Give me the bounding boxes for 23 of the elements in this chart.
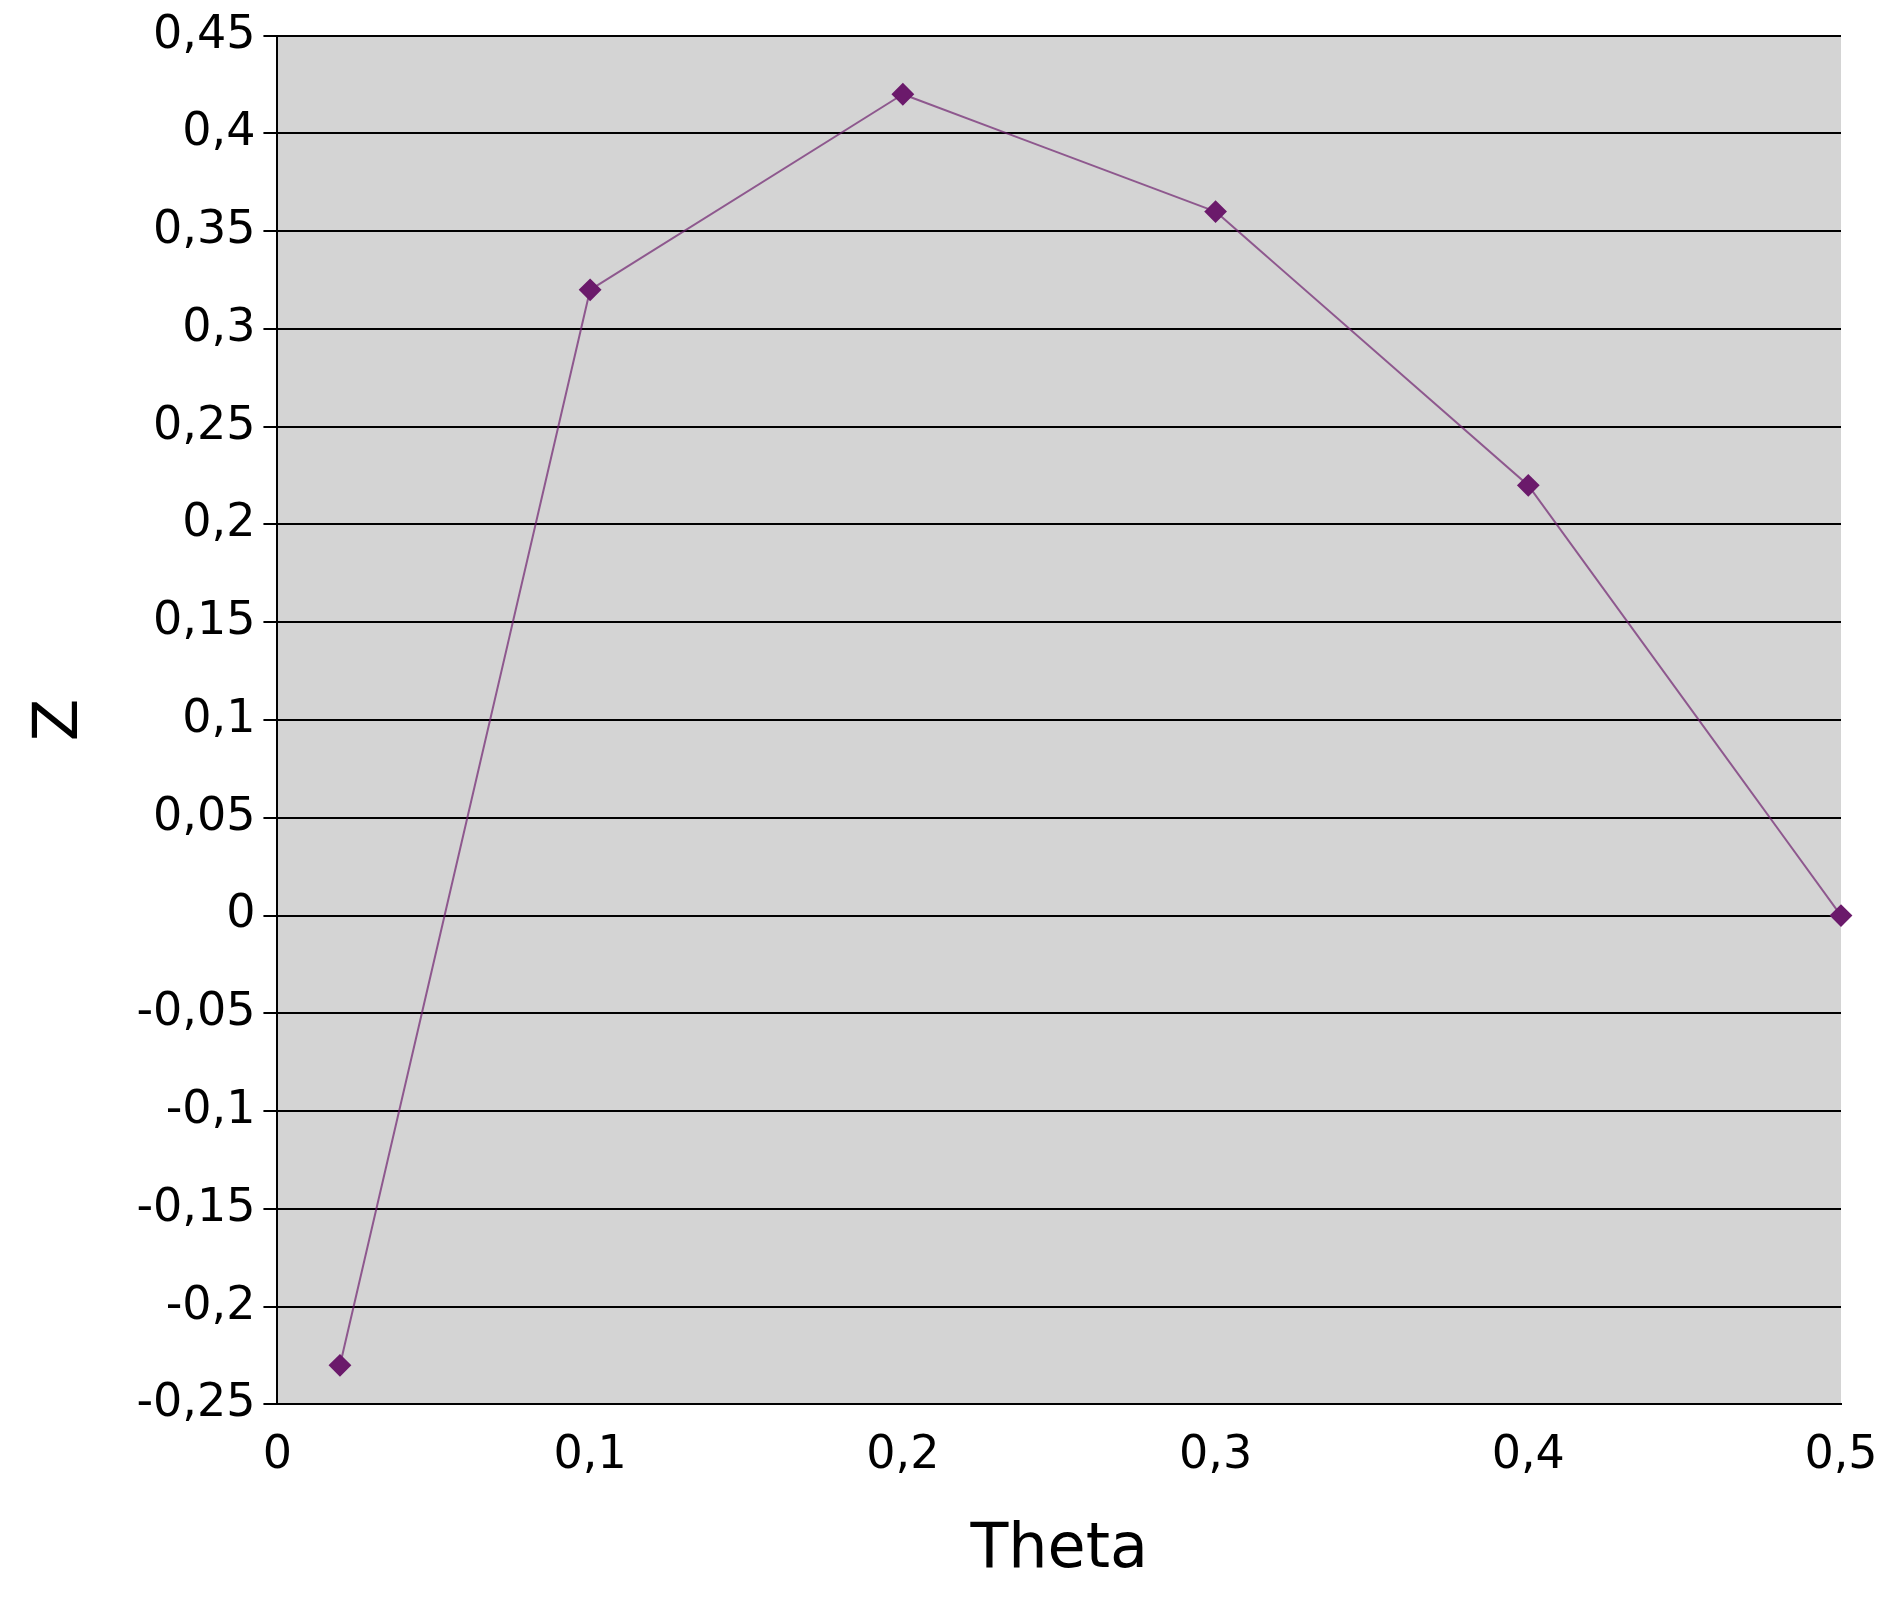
- x-tick-label: 0: [262, 1424, 293, 1479]
- y-tick-label: 0,05: [153, 786, 256, 841]
- y-tick-label: 0,35: [153, 200, 256, 255]
- y-tick-label: 0: [226, 884, 256, 939]
- x-tick-label: 0,5: [1804, 1424, 1878, 1479]
- x-tick-label: 0,1: [553, 1424, 627, 1479]
- y-tick-label: 0,15: [153, 591, 256, 646]
- x-tick-label: 0,2: [866, 1424, 940, 1479]
- y-tick-label: 0,3: [182, 297, 256, 352]
- y-tick-label: -0,1: [165, 1080, 256, 1135]
- y-tick-label: 0,2: [182, 493, 256, 548]
- y-axis-title: Z: [19, 698, 93, 742]
- y-tick-label: -0,2: [165, 1275, 256, 1330]
- y-tick-label: 0,4: [182, 102, 256, 157]
- y-tick-label: -0,05: [136, 982, 256, 1037]
- y-tick-label: -0,15: [136, 1177, 256, 1232]
- y-tick-label: -0,25: [136, 1373, 256, 1428]
- x-tick-label: 0,4: [1491, 1424, 1565, 1479]
- x-tick-label: 0,3: [1178, 1424, 1253, 1479]
- y-tick-label: 0,45: [153, 4, 256, 59]
- y-tick-label: 0,1: [182, 688, 256, 743]
- x-axis-title: Theta: [969, 1508, 1149, 1582]
- y-tick-label: 0,25: [153, 395, 256, 450]
